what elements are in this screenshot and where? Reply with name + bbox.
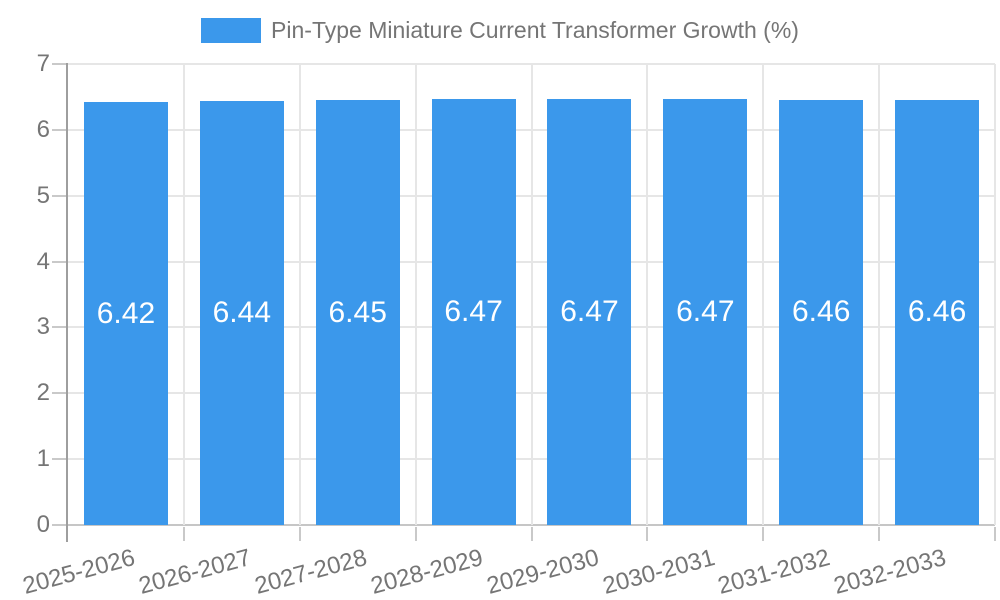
y-tick [52,128,68,131]
v-gridline [414,64,417,525]
v-gridline [994,64,996,525]
bar[interactable]: 6.47 [663,98,748,525]
x-axis-label: 2027-2028 [251,544,370,600]
bar-value-label: 6.45 [328,295,387,329]
y-axis-label: 0 [36,511,50,538]
x-tick [762,527,765,541]
y-tick [52,392,68,395]
bar-value-label: 6.42 [96,296,156,330]
y-tick [52,260,68,263]
bar[interactable]: 6.47 [547,98,632,525]
x-tick [646,527,649,541]
bar[interactable]: 6.45 [315,100,400,525]
bar[interactable]: 6.42 [83,102,168,525]
x-axis-label: 2025-2026 [20,544,138,600]
y-tick [52,458,68,461]
x-tick [298,527,301,541]
y-axis-label: 2 [36,379,50,407]
x-tick [994,527,996,541]
bar[interactable]: 6.46 [895,99,980,525]
legend-item[interactable]: Pin-Type Miniature Current Transformer G… [201,17,799,44]
v-gridline [646,64,649,525]
y-axis-label: 6 [36,115,50,143]
chart-legend: Pin-Type Miniature Current Transformer G… [0,17,1000,44]
bar[interactable]: 6.46 [779,99,864,525]
bar[interactable]: 6.44 [199,100,284,525]
bar-value-label: 6.46 [907,295,967,329]
v-gridline [182,64,185,525]
x-tick [182,527,185,541]
legend-swatch [201,18,262,43]
bar[interactable]: 6.47 [431,98,516,525]
bar-value-label: 6.46 [791,295,851,329]
y-axis-label: 3 [36,313,50,341]
legend-label: Pin-Type Miniature Current Transformer G… [271,17,799,43]
x-tick [414,527,417,541]
x-axis-label: 2030-2031 [599,544,718,600]
x-axis-label: 2026-2027 [135,544,254,600]
x-axis-label: 2032-2033 [831,544,950,600]
y-axis-label: 7 [36,50,50,77]
x-tick [530,527,533,541]
bar-value-label: 6.44 [212,295,271,329]
y-axis-label: 4 [36,247,50,275]
h-gridline [68,524,995,526]
x-tick [878,527,881,541]
y-axis-line [66,63,68,542]
v-gridline [762,64,765,525]
y-tick [52,326,68,329]
x-axis-label: 2031-2032 [715,544,834,600]
y-axis-label: 5 [36,181,50,209]
v-gridline [298,64,301,525]
x-axis-label: 2029-2030 [483,544,602,600]
y-axis-label: 1 [36,445,50,473]
y-tick [52,194,68,197]
x-axis-label: 2028-2029 [367,544,486,600]
bar-value-label: 6.47 [444,294,503,328]
bar-value-label: 6.47 [676,294,735,328]
bar-value-label: 6.47 [560,294,619,328]
v-gridline [530,64,533,525]
y-tick [52,524,68,526]
y-tick [52,63,68,65]
v-gridline [878,64,881,525]
